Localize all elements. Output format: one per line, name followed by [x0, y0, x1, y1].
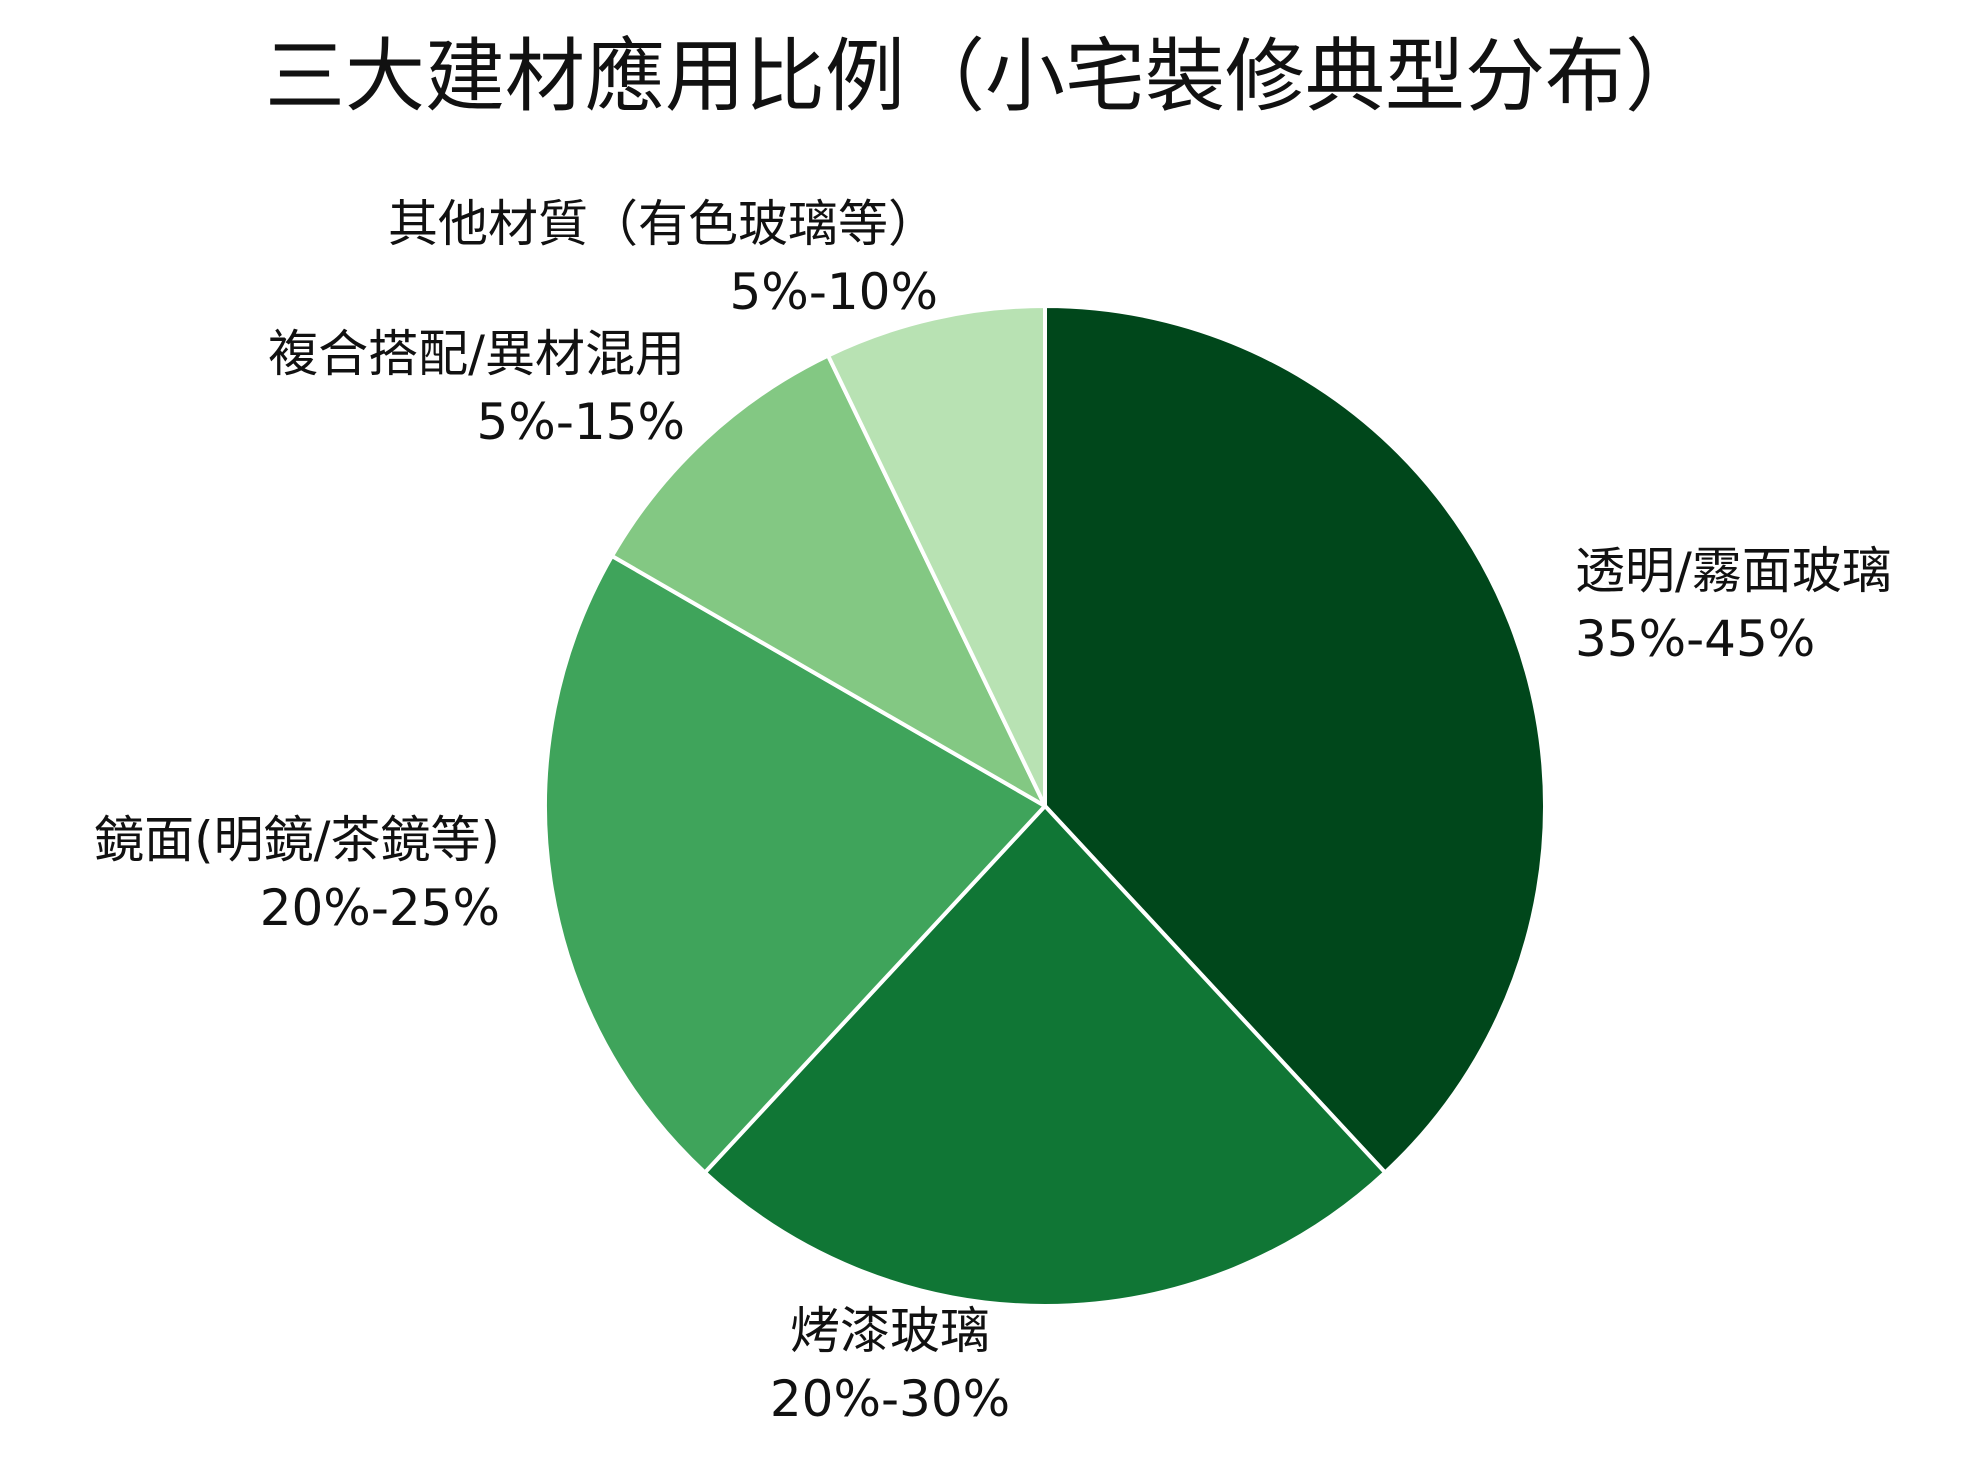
slice-label-clear-frosted-glass: 透明/霧面玻璃 35%-45% — [1575, 537, 1892, 673]
slice-range: 35%-45% — [1575, 610, 1816, 668]
chart-title: 三大建材應用比例（小宅裝修典型分布） — [265, 30, 1705, 123]
slice-range: 20%-25% — [259, 879, 500, 937]
slice-label-other-materials: 其他材質（有色玻璃等） 5%-10% — [388, 190, 938, 326]
slice-label-mirror: 鏡面(明鏡/茶鏡等) 20%-25% — [94, 806, 500, 942]
slice-name: 鏡面(明鏡/茶鏡等) — [94, 811, 500, 869]
slice-name: 透明/霧面玻璃 — [1575, 542, 1892, 600]
slice-clear-frosted-glass — [1043, 304, 1547, 1175]
slice-mirror — [543, 554, 1047, 1175]
slice-name: 複合搭配/異材混用 — [268, 325, 685, 383]
slice-label-lacquered-glass: 烤漆玻璃 20%-30% — [710, 1297, 1070, 1433]
slice-other-materials — [826, 304, 1047, 808]
slice-name: 其他材質（有色玻璃等） — [388, 195, 938, 253]
slice-range: 5%-15% — [476, 393, 686, 451]
slice-composite-mixed — [609, 353, 1047, 808]
slice-range: 20%-30% — [769, 1370, 1011, 1428]
pie-slices — [543, 304, 1547, 1308]
slice-label-composite-mixed: 複合搭配/異材混用 5%-15% — [268, 320, 685, 456]
slice-range: 5%-10% — [729, 263, 939, 321]
slice-name: 烤漆玻璃 — [790, 1302, 990, 1360]
slice-lacquered-glass — [702, 804, 1388, 1308]
